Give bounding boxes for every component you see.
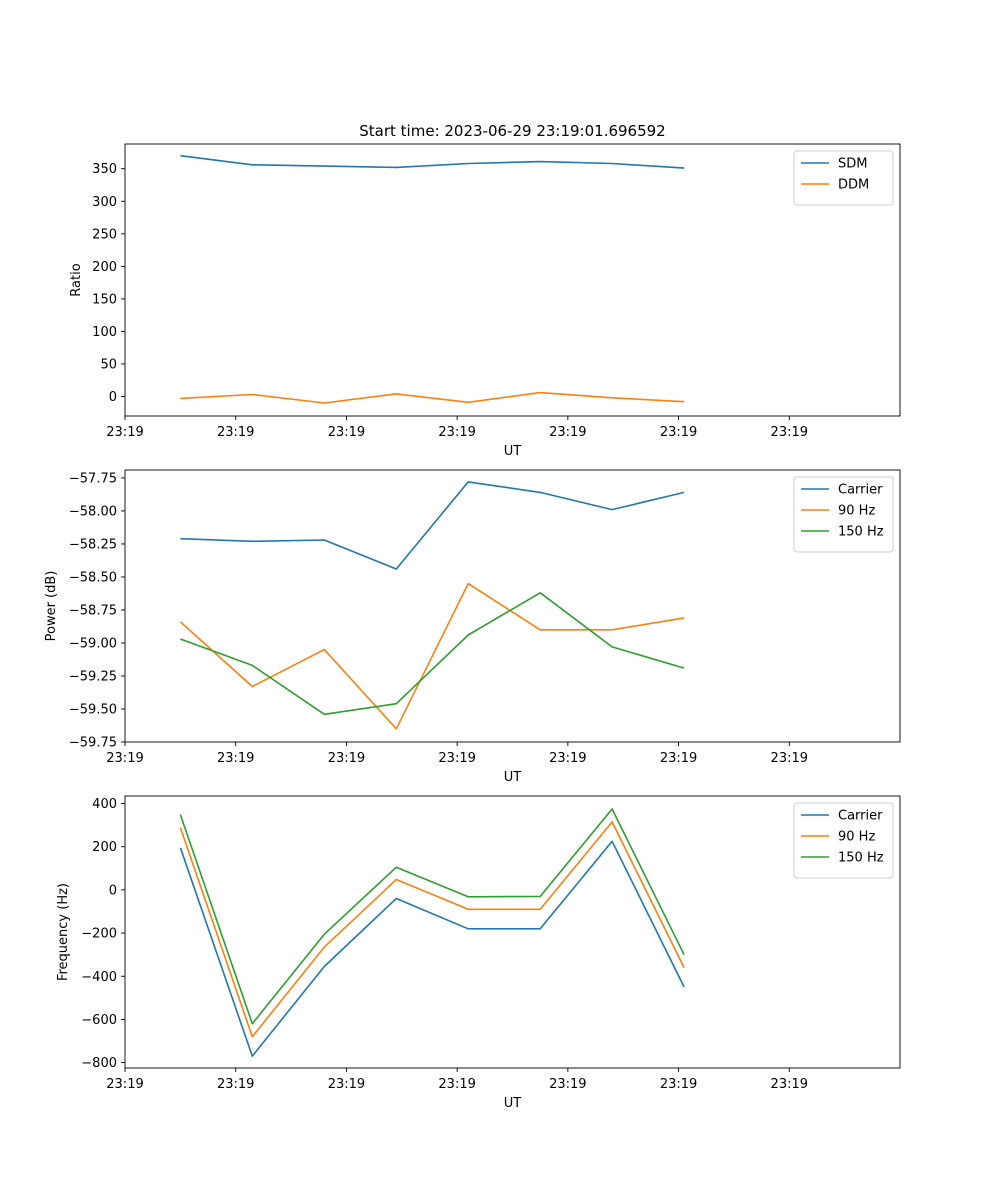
x-tick-label: 23:19: [549, 1077, 586, 1092]
y-tick-label: 0: [109, 883, 117, 898]
x-tick-label: 23:19: [438, 1077, 475, 1092]
y-tick-label: −59.50: [69, 702, 117, 717]
x-tick-label: 23:19: [106, 751, 143, 766]
y-tick-label: −58.75: [69, 603, 117, 618]
x-tick-label: 23:19: [660, 751, 697, 766]
series-line-150-hz: [179, 808, 685, 1025]
legend: Carrier 90 Hz 150 Hz: [793, 802, 894, 879]
legend-label: 90 Hz: [838, 504, 875, 519]
y-axis-label: Power (dB): [44, 571, 59, 642]
chart-panel-3: 23:19 23:19 23:19 23:19 23:19 23:19 23:19 −800 −…: [56, 795, 901, 1111]
x-tick-label: 23:19: [660, 1077, 697, 1092]
x-tick-label: 23:19: [660, 425, 697, 440]
legend-box: [793, 150, 894, 206]
series-line-carrier: [179, 840, 685, 1057]
y-tick-label: 200: [92, 260, 117, 275]
axes-frame: [124, 469, 901, 743]
legend-label: Carrier: [838, 483, 883, 498]
x-tick-label: 23:19: [328, 1077, 365, 1092]
y-tick-label: −800: [81, 1056, 117, 1071]
y-tick-label: 150: [92, 292, 117, 307]
x-tick-label: 23:19: [549, 425, 586, 440]
y-tick-label: −58.00: [69, 504, 117, 519]
x-tick-label: 23:19: [328, 425, 365, 440]
y-tick-label: 350: [92, 162, 117, 177]
y-tick-label: −200: [81, 927, 117, 942]
y-tick-label: 300: [92, 195, 117, 210]
legend: SDM DDM: [793, 150, 894, 206]
y-tick-label: 100: [92, 325, 117, 340]
legend-box: [793, 802, 894, 879]
series-line-90-hz: [179, 582, 685, 730]
x-tick-label: 23:19: [438, 425, 475, 440]
y-tick-label: −59.75: [69, 736, 117, 751]
x-tick-label: 23:19: [106, 1077, 143, 1092]
chart-panel-1: 23:19 23:19 23:19 23:19 23:19 23:19 23:19 0 50 10…: [69, 143, 901, 459]
x-tick-label: 23:19: [217, 1077, 254, 1092]
figure-title: Start time: 2023-06-29 23:19:01.696592: [359, 122, 665, 140]
axes-frame: [124, 143, 901, 417]
legend-label: 90 Hz: [838, 830, 875, 845]
x-tick-label: 23:19: [106, 425, 143, 440]
series-line-90-hz: [179, 821, 685, 1038]
series-line-sdm: [180, 154, 685, 169]
y-tick-label: 50: [100, 357, 117, 372]
y-tick-label: 400: [92, 797, 117, 812]
legend-label: Carrier: [838, 809, 883, 824]
x-tick-label: 23:19: [771, 751, 808, 766]
legend-box: [793, 476, 894, 553]
y-tick-label: −57.75: [69, 471, 117, 486]
y-tick-label: −58.50: [69, 570, 117, 585]
x-axis-label: UT: [504, 770, 522, 785]
x-tick-label: 23:19: [217, 751, 254, 766]
y-tick-label: −400: [81, 970, 117, 985]
series-line-carrier: [180, 481, 685, 570]
legend-label: 150 Hz: [838, 851, 884, 866]
y-tick-label: −600: [81, 1013, 117, 1028]
y-tick-label: −59.25: [69, 669, 117, 684]
x-tick-label: 23:19: [438, 751, 475, 766]
y-axis-label: Ratio: [69, 263, 84, 296]
y-tick-label: 250: [92, 227, 117, 242]
x-axis-label: UT: [504, 444, 522, 459]
x-axis-label: UT: [504, 1096, 522, 1111]
axes-frame: [124, 795, 901, 1069]
series-line-150-hz: [180, 591, 685, 716]
x-tick-label: 23:19: [549, 751, 586, 766]
x-tick-label: 23:19: [771, 1077, 808, 1092]
x-tick-label: 23:19: [771, 425, 808, 440]
x-tick-label: 23:19: [217, 425, 254, 440]
legend-label: 150 Hz: [838, 525, 884, 540]
series-line-ddm: [180, 391, 685, 404]
y-axis-label: Frequency (Hz): [56, 883, 71, 981]
y-tick-label: −59.00: [69, 636, 117, 651]
y-tick-label: 0: [109, 390, 117, 405]
y-tick-label: 200: [92, 840, 117, 855]
legend-label: DDM: [838, 178, 869, 193]
legend: Carrier 90 Hz 150 Hz: [793, 476, 894, 553]
legend-label: SDM: [838, 157, 867, 172]
y-tick-label: −58.25: [69, 537, 117, 552]
x-tick-label: 23:19: [328, 751, 365, 766]
chart-panel-2: 23:19 23:19 23:19 23:19 23:19 23:19 23:19−59.7…: [44, 469, 901, 785]
